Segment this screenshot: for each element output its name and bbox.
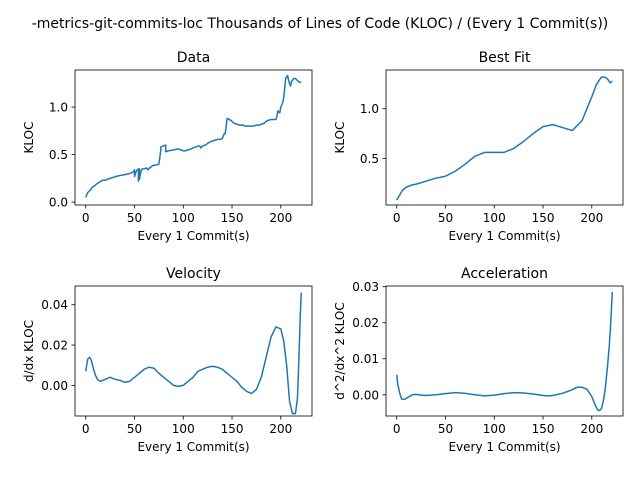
x-tick-label: 100 xyxy=(483,422,506,436)
x-axis-label: Every 1 Commit(s) xyxy=(137,229,249,243)
subplot-2: 0 50 100 150 200 0.5 1.0 Best Fit Every 1 Commit… xyxy=(333,50,624,243)
x-tick-label: 0 xyxy=(82,211,90,225)
y-axis-label: d^2/dx^2 KLOC xyxy=(333,302,347,400)
y-tick-label: 0.00 xyxy=(41,379,68,393)
series-line xyxy=(395,292,614,412)
x-tick-label: 100 xyxy=(172,211,195,225)
y-tick-label: 0.00 xyxy=(352,388,379,402)
y-tick-label: 0.5 xyxy=(49,148,68,162)
subplot-title: Data xyxy=(177,50,210,66)
figure-suptitle: -metrics-git-commits-loc Thousands of Li… xyxy=(32,16,609,32)
x-tick-label: 50 xyxy=(127,422,142,436)
x-tick-label: 200 xyxy=(580,211,603,225)
subplot-1: 0 50 100 150 200 0.0 0.5 1.0 Data Every 1 Commit(… xyxy=(22,50,313,243)
y-tick-label: 0.04 xyxy=(41,298,68,312)
x-tick-label: 50 xyxy=(127,211,142,225)
x-axis-label: Every 1 Commit(s) xyxy=(448,440,560,454)
y-tick-label: 0.02 xyxy=(41,339,68,353)
x-axis-label: Every 1 Commit(s) xyxy=(137,440,249,454)
y-tick-label: 0.02 xyxy=(352,316,379,330)
y-tick-label: 1.0 xyxy=(360,102,379,116)
series-line xyxy=(85,74,302,198)
x-tick-label: 150 xyxy=(221,422,244,436)
x-tick-label: 50 xyxy=(438,422,453,436)
x-tick-label: 200 xyxy=(269,422,292,436)
axes-frame xyxy=(385,69,624,206)
x-tick-label: 200 xyxy=(269,211,292,225)
x-tick-label: 200 xyxy=(580,422,603,436)
y-axis-label: KLOC xyxy=(22,122,36,154)
series-line xyxy=(84,292,303,415)
y-tick-label: 0.5 xyxy=(360,152,379,166)
x-tick-label: 100 xyxy=(483,211,506,225)
x-tick-label: 150 xyxy=(532,422,555,436)
x-tick-label: 0 xyxy=(82,422,90,436)
subplot-title: Best Fit xyxy=(479,50,531,66)
x-axis-label: Every 1 Commit(s) xyxy=(448,229,560,243)
x-tick-label: 0 xyxy=(393,211,401,225)
y-axis-label: KLOC xyxy=(333,122,347,154)
y-tick-label: 1.0 xyxy=(49,101,68,115)
y-tick-label: 0.01 xyxy=(352,352,379,366)
y-tick-label: 0.0 xyxy=(49,196,68,210)
subplot-4: 0 50 100 150 200 0.00 0.01 0.02 0.03 Acceleration… xyxy=(333,266,624,454)
axes-frame xyxy=(74,69,313,206)
axes-frame xyxy=(74,285,313,417)
subplot-title: Velocity xyxy=(166,266,221,282)
x-tick-label: 150 xyxy=(221,211,244,225)
series-line xyxy=(396,76,613,201)
x-tick-label: 100 xyxy=(172,422,195,436)
x-tick-label: 150 xyxy=(532,211,555,225)
y-tick-label: 0.03 xyxy=(352,280,379,294)
y-axis-label: d/dx KLOC xyxy=(22,320,36,382)
subplot-title: Acceleration xyxy=(461,266,548,282)
axes-frame xyxy=(385,285,624,417)
x-tick-label: 0 xyxy=(393,422,401,436)
x-tick-label: 50 xyxy=(438,211,453,225)
subplot-3: 0 50 100 150 200 0.00 0.02 0.04 Velocity Every 1 … xyxy=(22,266,313,454)
